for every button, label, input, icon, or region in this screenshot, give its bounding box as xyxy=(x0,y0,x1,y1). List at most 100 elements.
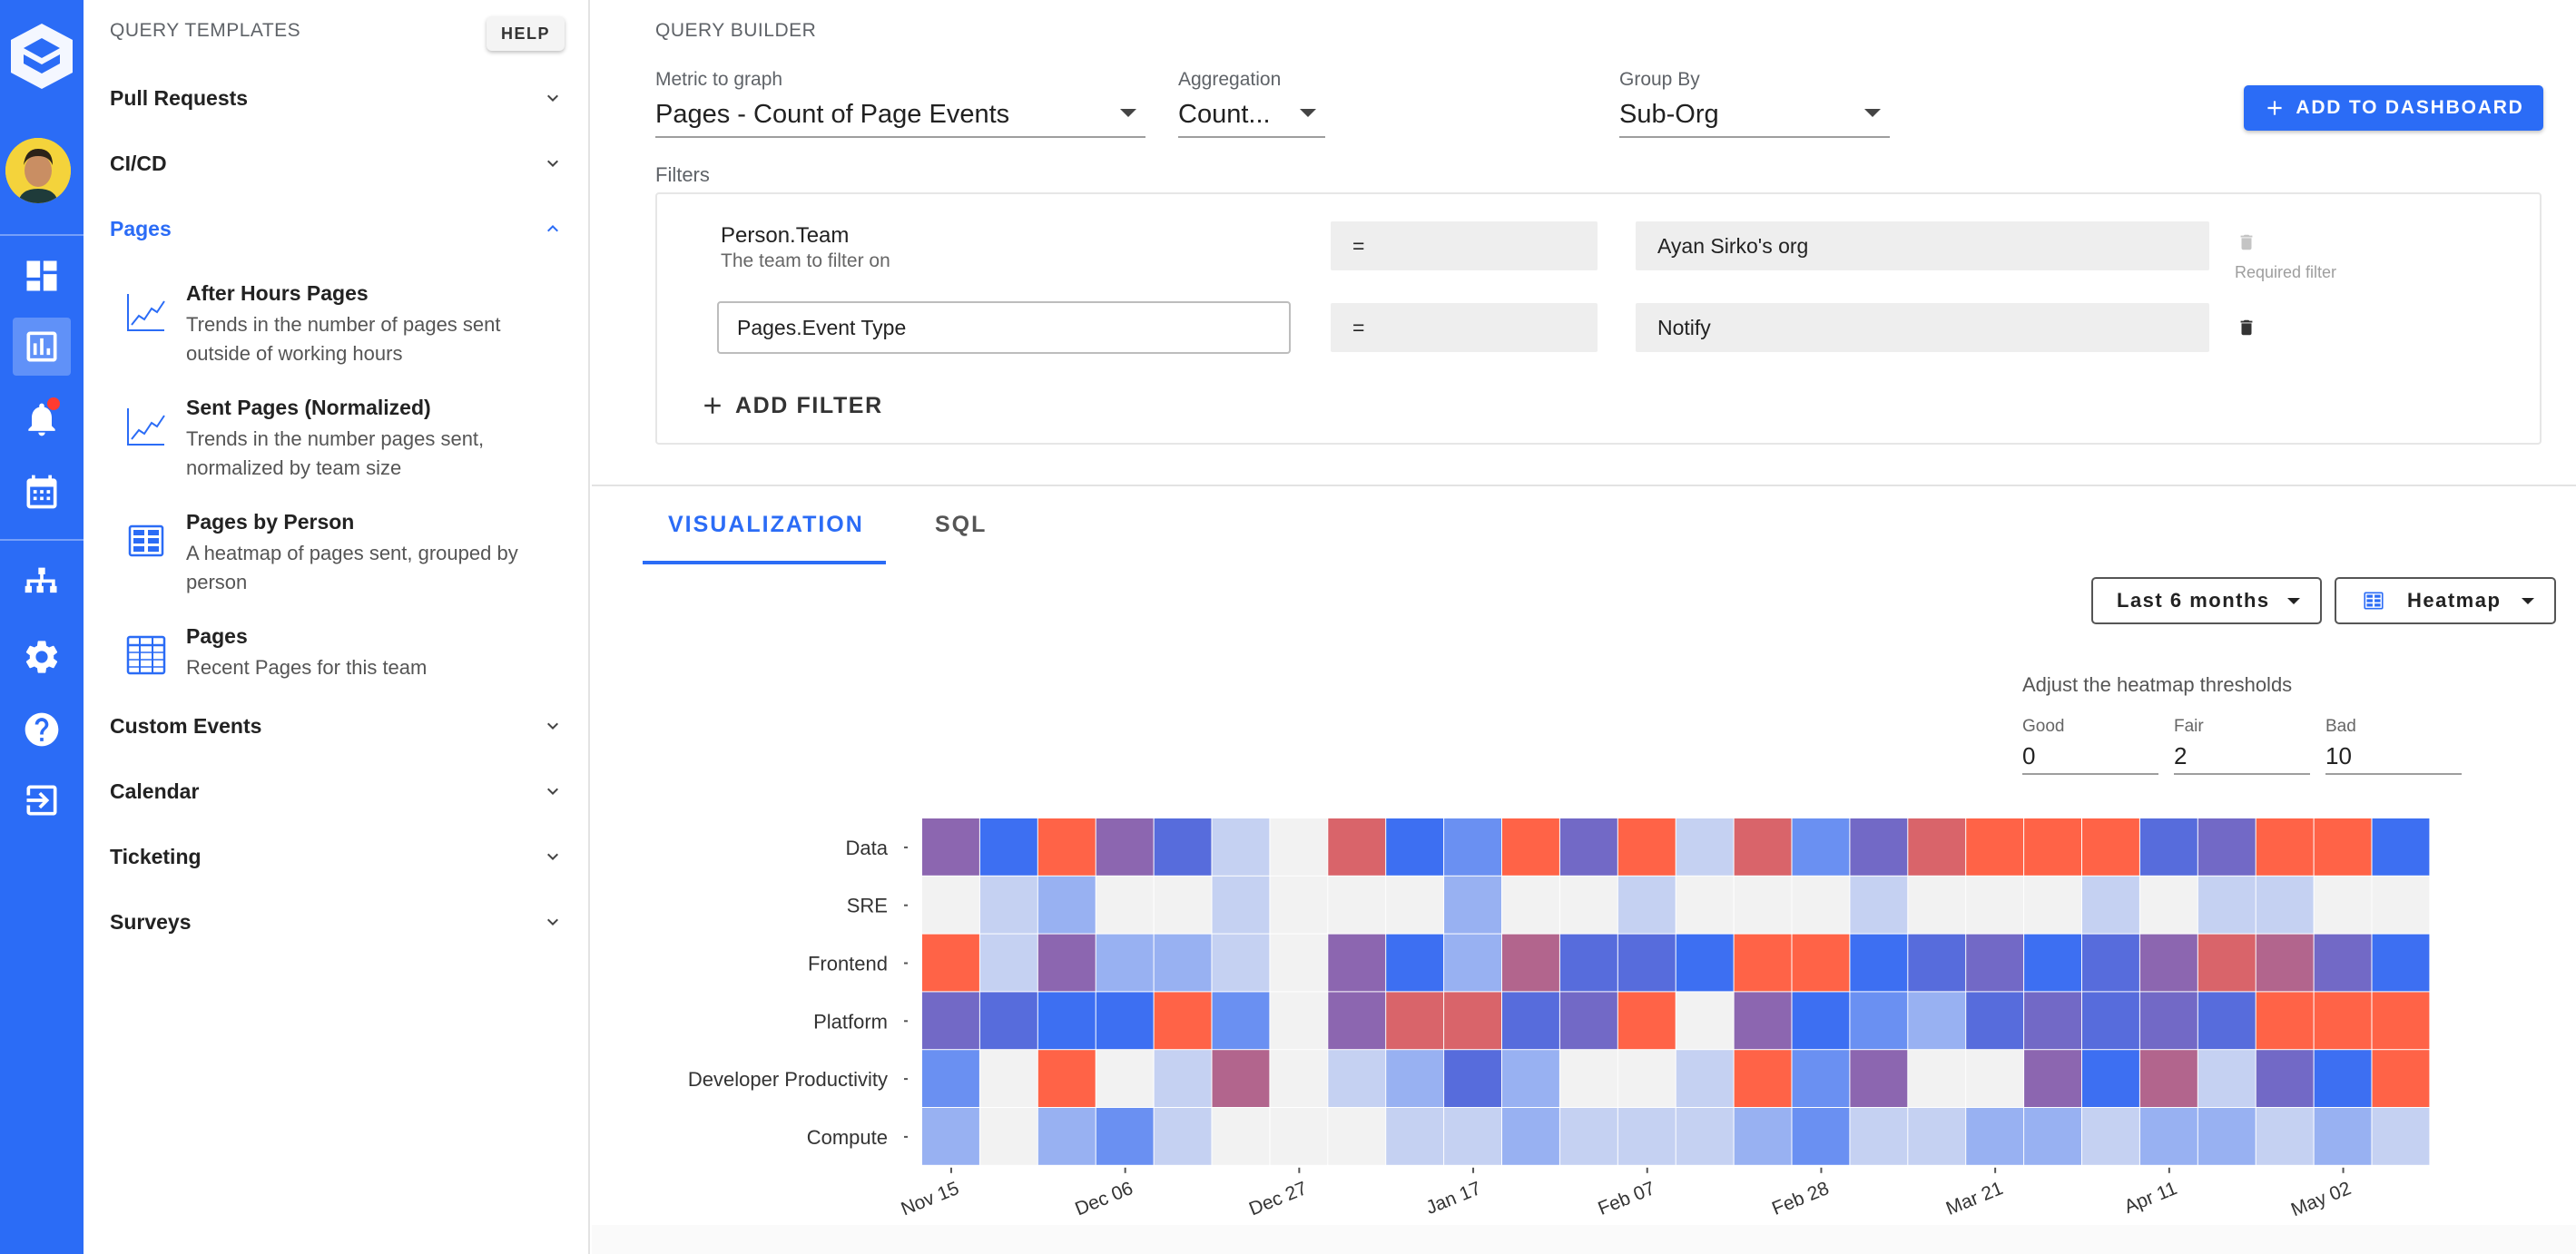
filter-value-field[interactable]: Notify xyxy=(1636,303,2209,352)
bell-icon[interactable] xyxy=(13,390,71,448)
heatmap-cell[interactable] xyxy=(1908,992,1966,1050)
section-surveys[interactable]: Surveys xyxy=(110,904,564,940)
heatmap-cell[interactable] xyxy=(2139,876,2197,934)
heatmap-cell[interactable] xyxy=(1966,876,2024,934)
heatmap-cell[interactable] xyxy=(922,992,979,1050)
heatmap-cell[interactable] xyxy=(1212,1108,1270,1165)
heatmap-cell[interactable] xyxy=(2314,934,2372,992)
heatmap-cell[interactable] xyxy=(2314,876,2372,934)
heatmap-cell[interactable] xyxy=(922,1108,979,1165)
heatmap-cell[interactable] xyxy=(2024,1050,2081,1107)
filter-field-input[interactable]: Pages.Event Type xyxy=(717,301,1291,354)
heatmap-cell[interactable] xyxy=(1154,1050,1212,1107)
heatmap-cell[interactable] xyxy=(1154,1108,1212,1165)
heatmap-cell[interactable] xyxy=(1212,876,1270,934)
heatmap-cell[interactable] xyxy=(1734,818,1792,876)
heatmap-cell[interactable] xyxy=(1850,992,1908,1050)
add-filter-button[interactable]: ADD FILTER xyxy=(699,392,883,419)
heatmap-cell[interactable] xyxy=(1328,934,1386,992)
section-pages[interactable]: Pages xyxy=(110,211,564,247)
section-custom-events[interactable]: Custom Events xyxy=(110,708,564,744)
heatmap-cell[interactable] xyxy=(1734,934,1792,992)
chart-type-select[interactable]: Heatmap xyxy=(2335,577,2556,624)
heatmap-cell[interactable] xyxy=(1617,992,1676,1050)
heatmap-cell[interactable] xyxy=(1559,876,1617,934)
heatmap-cell[interactable] xyxy=(1966,818,2024,876)
heatmap-cell[interactable] xyxy=(2372,876,2430,934)
heatmap-cell[interactable] xyxy=(1792,1050,1850,1107)
heatmap-cell[interactable] xyxy=(2139,1050,2197,1107)
heatmap-cell[interactable] xyxy=(1270,818,1328,876)
heatmap-cell[interactable] xyxy=(1037,818,1096,876)
heatmap-cell[interactable] xyxy=(1966,1108,2024,1165)
heatmap-cell[interactable] xyxy=(2256,934,2314,992)
section-ci-cd[interactable]: CI/CD xyxy=(110,145,564,181)
heatmap-cell[interactable] xyxy=(1850,818,1908,876)
heatmap-cell[interactable] xyxy=(1617,934,1676,992)
heatmap-cell[interactable] xyxy=(2372,934,2430,992)
heatmap-cell[interactable] xyxy=(1270,876,1328,934)
heatmap-cell[interactable] xyxy=(1270,992,1328,1050)
heatmap-cell[interactable] xyxy=(1386,1108,1444,1165)
heatmap-cell[interactable] xyxy=(1676,818,1734,876)
section-ticketing[interactable]: Ticketing xyxy=(110,838,564,875)
analytics-icon[interactable] xyxy=(13,318,71,376)
heatmap-cell[interactable] xyxy=(1212,818,1270,876)
heatmap-cell[interactable] xyxy=(1444,934,1501,992)
heatmap-cell[interactable] xyxy=(1096,1050,1154,1107)
heatmap-cell[interactable] xyxy=(1154,934,1212,992)
heatmap-cell[interactable] xyxy=(922,818,979,876)
heatmap-cell[interactable] xyxy=(979,1050,1037,1107)
heatmap-cell[interactable] xyxy=(1502,876,1559,934)
heatmap-cell[interactable] xyxy=(2314,1050,2372,1107)
threshold-fair-field[interactable]: Fair 2 xyxy=(2174,717,2310,775)
heatmap-cell[interactable] xyxy=(2139,934,2197,992)
heatmap-cell[interactable] xyxy=(1908,1050,1966,1107)
heatmap-cell[interactable] xyxy=(1154,818,1212,876)
heatmap-cell[interactable] xyxy=(1908,1108,1966,1165)
filter-operator-select[interactable]: = xyxy=(1331,303,1598,352)
heatmap-cell[interactable] xyxy=(1096,818,1154,876)
heatmap-cell[interactable] xyxy=(1502,1108,1559,1165)
trash-icon[interactable] xyxy=(2237,316,2256,339)
heatmap-cell[interactable] xyxy=(1676,876,1734,934)
heatmap-cell[interactable] xyxy=(1559,1050,1617,1107)
heatmap-cell[interactable] xyxy=(979,934,1037,992)
help-button[interactable]: HELP xyxy=(487,16,565,51)
heatmap-cell[interactable] xyxy=(1908,818,1966,876)
heatmap-cell[interactable] xyxy=(1154,992,1212,1050)
logo-icon[interactable] xyxy=(5,20,78,93)
heatmap-cell[interactable] xyxy=(1617,1050,1676,1107)
heatmap-cell[interactable] xyxy=(1908,876,1966,934)
heatmap-cell[interactable] xyxy=(1270,1050,1328,1107)
section-pull-requests[interactable]: Pull Requests xyxy=(110,80,564,116)
heatmap-cell[interactable] xyxy=(1617,818,1676,876)
dashboard-icon[interactable] xyxy=(13,247,71,305)
heatmap-cell[interactable] xyxy=(1444,1108,1501,1165)
heatmap-cell[interactable] xyxy=(1908,934,1966,992)
heatmap-cell[interactable] xyxy=(1850,934,1908,992)
heatmap-cell[interactable] xyxy=(2197,818,2256,876)
heatmap-cell[interactable] xyxy=(2256,1050,2314,1107)
heatmap-cell[interactable] xyxy=(1734,876,1792,934)
heatmap-cell[interactable] xyxy=(2314,992,2372,1050)
heatmap-cell[interactable] xyxy=(2082,818,2139,876)
time-range-select[interactable]: Last 6 months xyxy=(2091,577,2322,624)
heatmap-cell[interactable] xyxy=(2139,1108,2197,1165)
heatmap-cell[interactable] xyxy=(1559,818,1617,876)
heatmap-cell[interactable] xyxy=(2197,876,2256,934)
threshold-bad-field[interactable]: Bad 10 xyxy=(2325,717,2462,775)
heatmap-cell[interactable] xyxy=(1734,1050,1792,1107)
heatmap-cell[interactable] xyxy=(1559,1108,1617,1165)
tab-visualization[interactable]: VISUALIZATION xyxy=(668,512,864,537)
heatmap-cell[interactable] xyxy=(2082,1108,2139,1165)
heatmap-cell[interactable] xyxy=(2256,818,2314,876)
heatmap-cell[interactable] xyxy=(1444,876,1501,934)
heatmap-cell[interactable] xyxy=(2372,992,2430,1050)
heatmap-cell[interactable] xyxy=(1734,1108,1792,1165)
heatmap-cell[interactable] xyxy=(1328,992,1386,1050)
tab-sql[interactable]: SQL xyxy=(935,512,988,537)
heatmap-cell[interactable] xyxy=(1037,1050,1096,1107)
heatmap-cell[interactable] xyxy=(1792,876,1850,934)
heatmap-cell[interactable] xyxy=(1270,934,1328,992)
